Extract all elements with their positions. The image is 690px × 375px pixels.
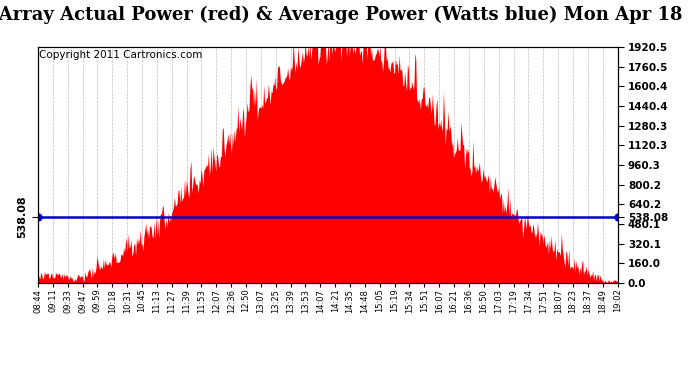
Text: West Array Actual Power (red) & Average Power (Watts blue) Mon Apr 18 19:12: West Array Actual Power (red) & Average … <box>0 6 690 24</box>
Text: Copyright 2011 Cartronics.com: Copyright 2011 Cartronics.com <box>39 50 202 60</box>
